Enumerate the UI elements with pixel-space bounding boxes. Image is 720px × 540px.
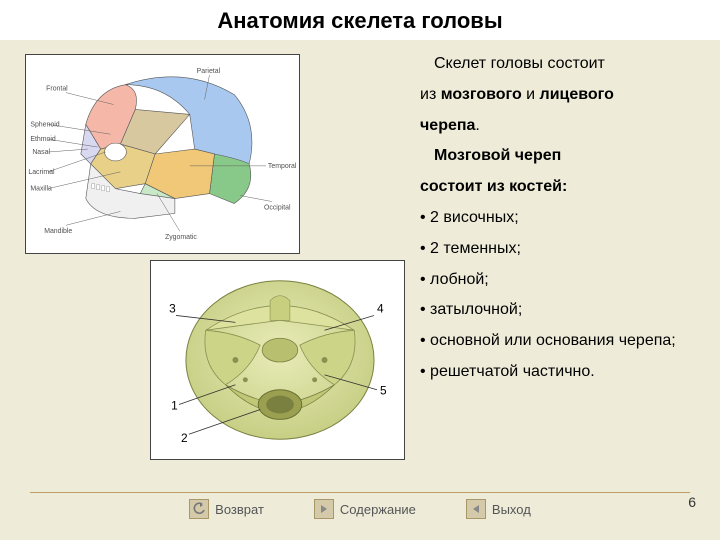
nav-bar: Возврат Содержание Выход: [0, 493, 720, 519]
svg-text:Maxilla: Maxilla: [30, 186, 52, 193]
title-band: Анатомия скелета головы: [0, 0, 720, 40]
nav-back[interactable]: Возврат: [189, 499, 264, 519]
svg-text:1: 1: [171, 399, 178, 413]
nav-toc-label: Содержание: [340, 502, 416, 517]
paragraph-1c: черепа.: [420, 116, 700, 137]
bullet-3: • затылочной;: [420, 300, 700, 321]
svg-text:Lacrimal: Lacrimal: [28, 169, 55, 176]
svg-text:Parietal: Parietal: [197, 68, 221, 75]
nav-exit-label: Выход: [492, 502, 531, 517]
skull-base-diagram: 1 2 3 4 5: [150, 260, 405, 460]
svg-text:5: 5: [380, 384, 387, 398]
page-title: Анатомия скелета головы: [0, 8, 720, 34]
skull-lateral-diagram: Frontal Parietal Sphenoid Ethmoid Nasal …: [25, 54, 300, 254]
svg-text:3: 3: [169, 301, 176, 315]
bullet-4: • основной или основания черепа;: [420, 331, 700, 352]
bullet-1: • 2 теменных;: [420, 239, 700, 260]
paragraph-2b: состоит из костей:: [420, 177, 700, 198]
paragraph-2a: Мозговой череп: [420, 146, 700, 167]
svg-text:2: 2: [181, 431, 188, 445]
svg-text:Mandible: Mandible: [44, 228, 72, 235]
svg-text:Ethmoid: Ethmoid: [30, 136, 56, 143]
svg-text:Sphenoid: Sphenoid: [30, 121, 59, 128]
footer: Возврат Содержание Выход: [0, 492, 720, 540]
paragraph-1b: из мозгового и лицевого: [420, 85, 700, 106]
bullet-0: • 2 височных;: [420, 208, 700, 229]
text-column: Скелет головы состоит из мозгового и лиц…: [420, 54, 700, 393]
svg-text:Occipital: Occipital: [264, 204, 291, 211]
svg-text:Temporal: Temporal: [268, 163, 297, 170]
nav-toc[interactable]: Содержание: [314, 499, 416, 519]
svg-text:Nasal: Nasal: [32, 149, 50, 156]
nav-back-label: Возврат: [215, 502, 264, 517]
paragraph-1a: Скелет головы состоит: [420, 54, 700, 75]
bullet-2: • лобной;: [420, 270, 700, 291]
content-area: Frontal Parietal Sphenoid Ethmoid Nasal …: [0, 40, 720, 480]
svg-text:4: 4: [377, 301, 384, 315]
back-icon: [189, 499, 209, 519]
svg-text:Zygomatic: Zygomatic: [165, 234, 197, 241]
nav-exit[interactable]: Выход: [466, 499, 531, 519]
exit-icon: [466, 499, 486, 519]
toc-icon: [314, 499, 334, 519]
bullet-5: • решетчатой частично.: [420, 362, 700, 383]
svg-text:Frontal: Frontal: [46, 86, 68, 93]
